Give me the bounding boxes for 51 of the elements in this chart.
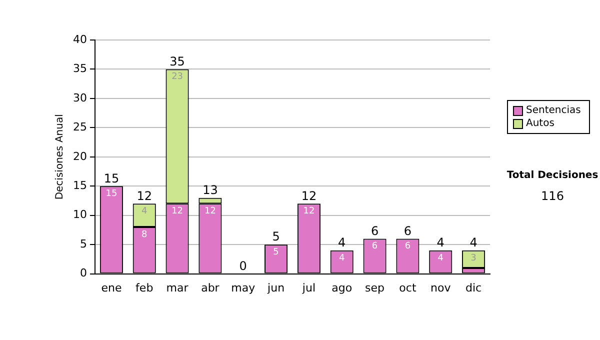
data-label: 12 xyxy=(204,206,216,217)
x-tick-label: may xyxy=(231,281,256,294)
x-tick-label: ago xyxy=(332,281,352,294)
total-label: 13 xyxy=(202,182,218,197)
x-tick-label: jun xyxy=(266,281,285,294)
data-label: 12 xyxy=(303,206,315,217)
data-label: 6 xyxy=(404,242,411,252)
total-label: 5 xyxy=(272,230,280,244)
total-label: 4 xyxy=(470,236,478,250)
data-label: 6 xyxy=(372,242,378,252)
legend-label: Autos xyxy=(526,117,554,130)
x-tick-label: sep xyxy=(365,281,385,294)
x-tick-label: ene xyxy=(101,281,122,294)
text: Total Decisiones xyxy=(506,170,600,181)
total-label: 4 xyxy=(436,236,444,250)
y-tick-label: 10 xyxy=(72,208,87,222)
data-label: 8 xyxy=(142,230,148,240)
total-label: 12 xyxy=(301,188,317,203)
y-tick-label: 25 xyxy=(72,120,87,134)
x-tick-label: feb xyxy=(136,281,154,294)
y-tick-label: 5 xyxy=(80,237,87,250)
y-tick-label: 20 xyxy=(72,150,87,163)
data-label: 4 xyxy=(438,253,444,264)
total-label: 4 xyxy=(338,236,346,250)
y-tick-label: 35 xyxy=(72,62,87,76)
data-label: 12 xyxy=(172,206,184,217)
total-label: 35 xyxy=(170,54,185,68)
text: 116 xyxy=(540,189,565,203)
x-tick-label: nov xyxy=(430,281,452,294)
x-tick-label: oct xyxy=(399,281,417,294)
total-label: 6 xyxy=(370,224,379,238)
total-label: 6 xyxy=(404,224,412,238)
y-tick-label: 15 xyxy=(72,178,87,192)
x-tick-label: dic xyxy=(465,281,482,294)
y-axis-title: Decisiones Anual xyxy=(54,114,66,200)
x-tick-label: mar xyxy=(166,281,189,294)
data-label: 23 xyxy=(172,72,184,82)
y-tick-label: 30 xyxy=(72,91,87,104)
total-label: 0 xyxy=(239,258,247,273)
total-label: 12 xyxy=(136,188,152,203)
x-tick-label: jul xyxy=(301,281,316,294)
x-tick-label: abr xyxy=(201,281,220,294)
data-label: 3 xyxy=(470,253,476,264)
data-label: 15 xyxy=(106,188,118,199)
y-tick-label: 40 xyxy=(72,32,87,46)
legend-label: Sentencias xyxy=(526,104,581,117)
data-label: 5 xyxy=(273,247,279,258)
total-label: 15 xyxy=(104,171,120,186)
data-label: 4 xyxy=(142,206,148,217)
data-label: 4 xyxy=(339,253,346,264)
y-tick-label: 0 xyxy=(80,266,87,280)
